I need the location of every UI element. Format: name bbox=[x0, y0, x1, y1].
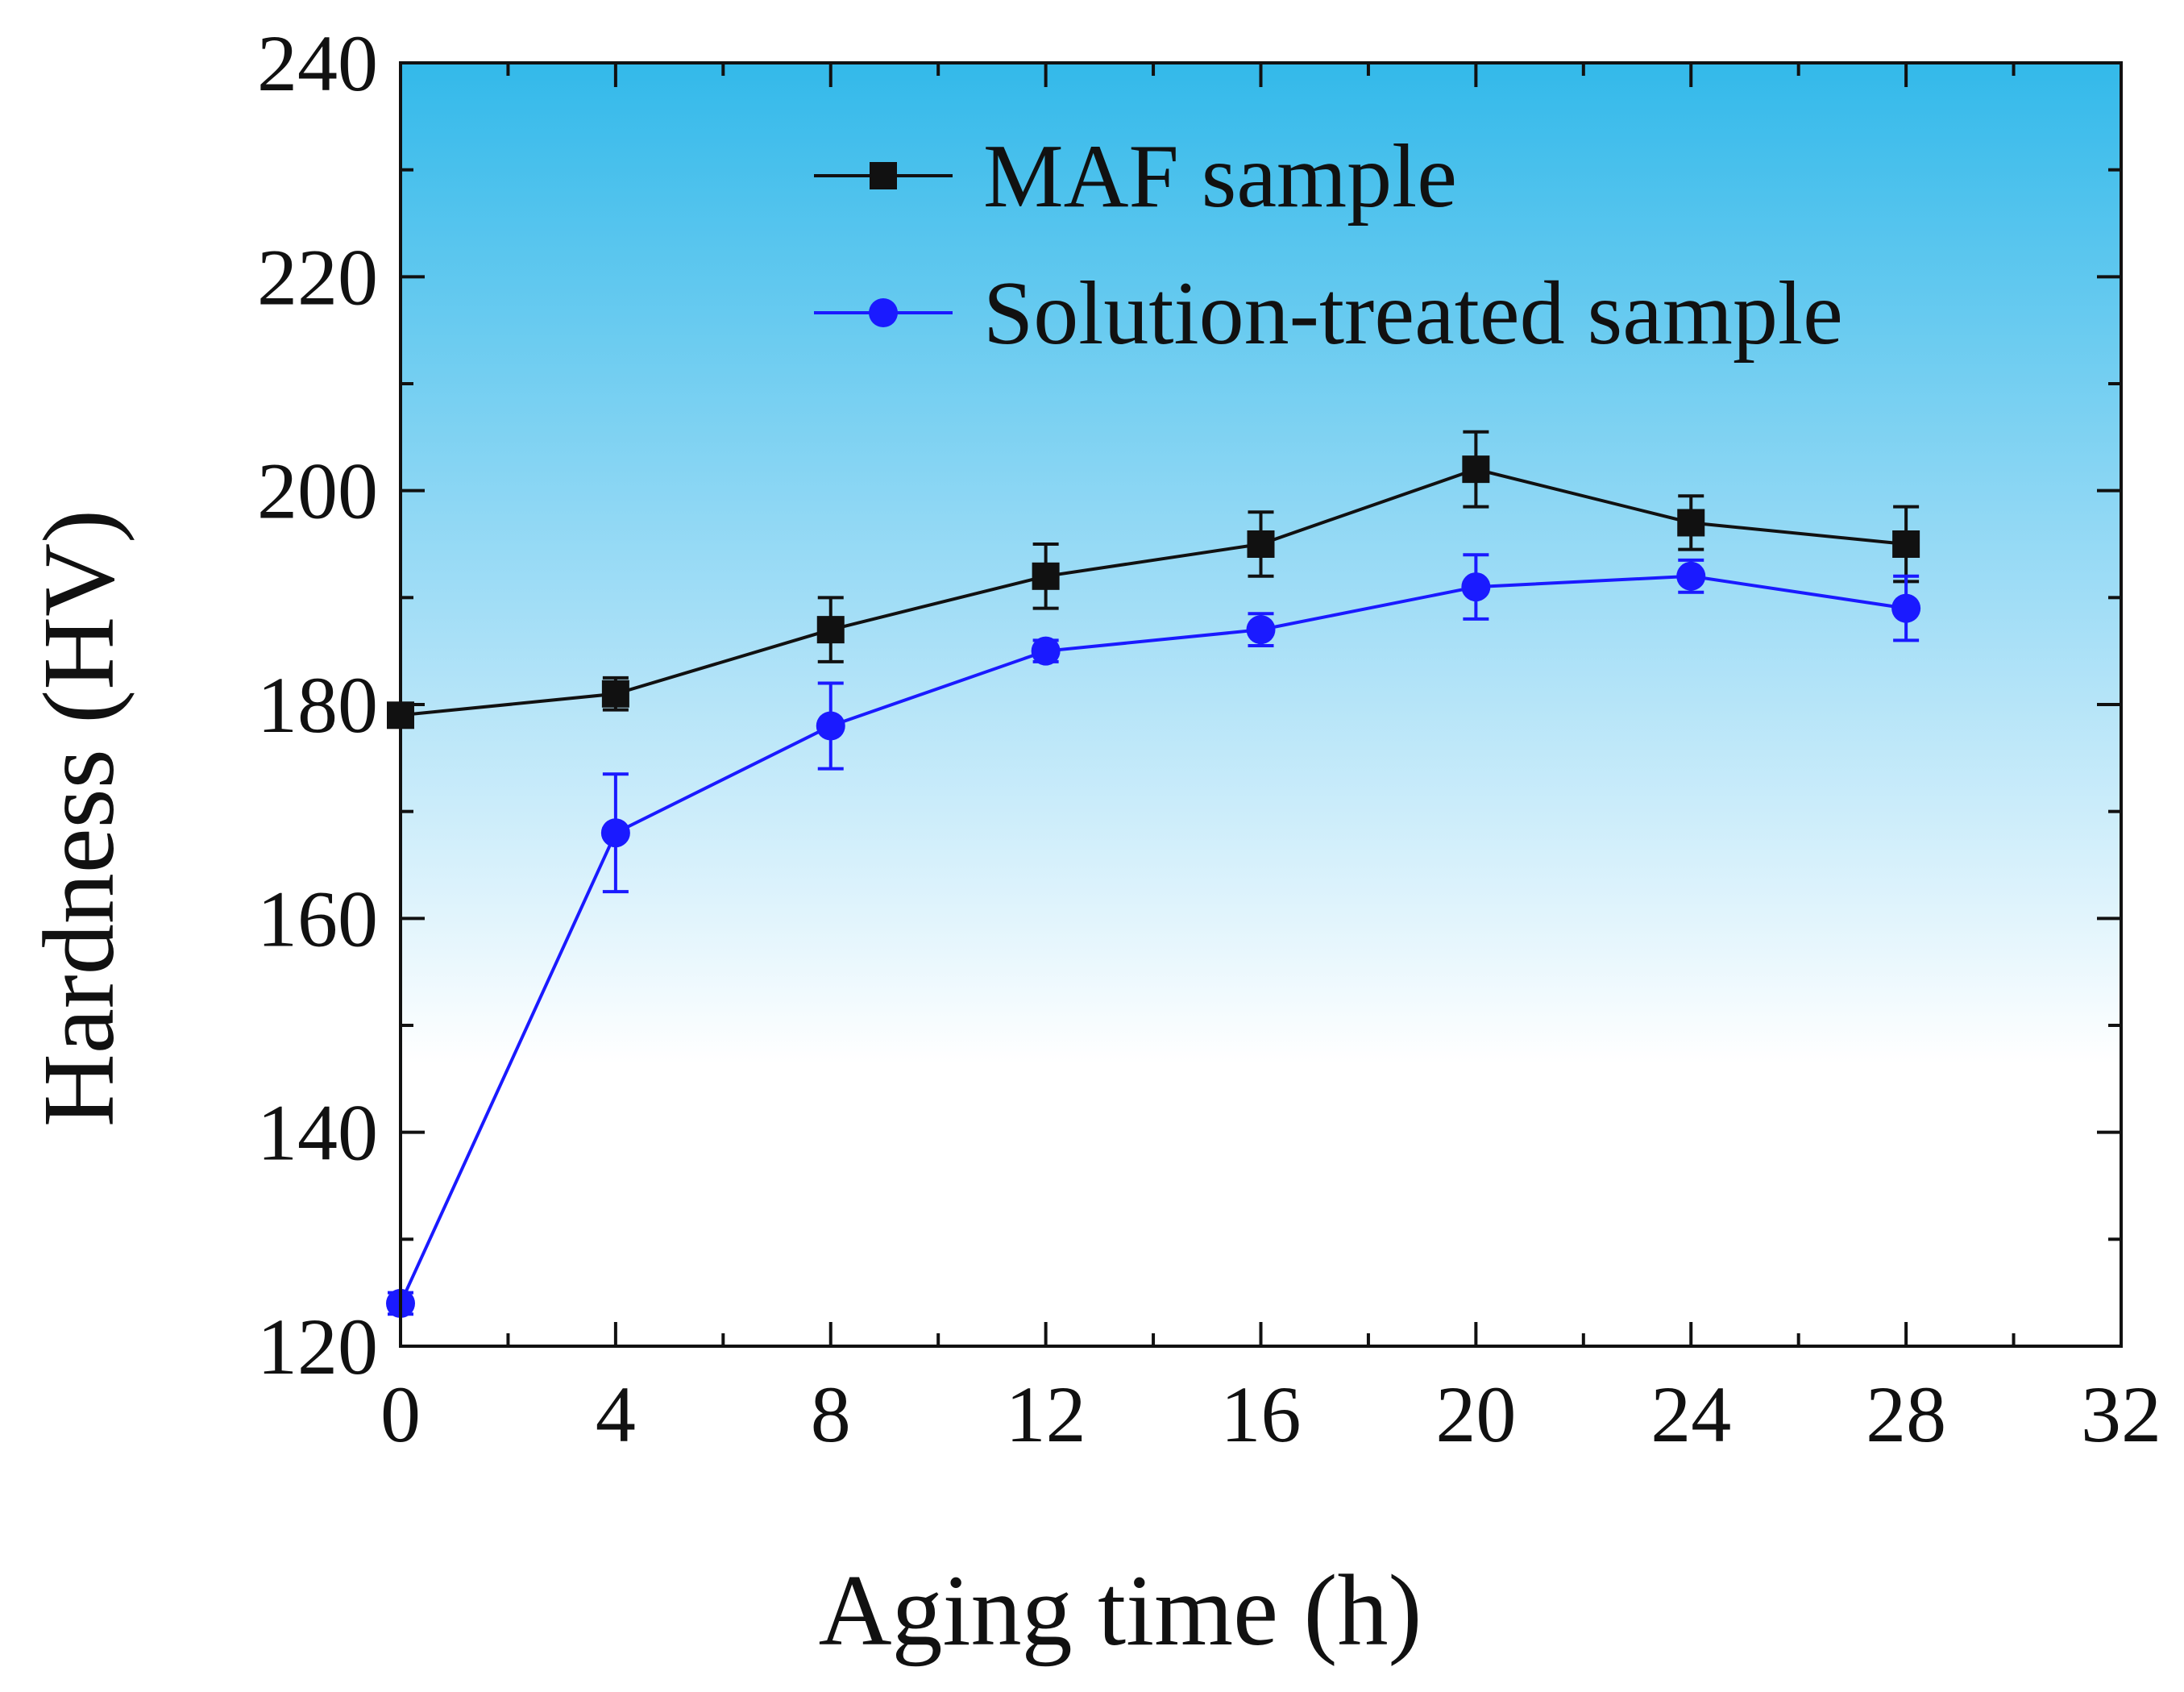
y-tick-label: 200 bbox=[257, 447, 378, 536]
data-point bbox=[1461, 572, 1491, 602]
x-tick-label: 24 bbox=[1650, 1370, 1731, 1459]
x-tick-label: 8 bbox=[811, 1370, 851, 1459]
legend: MAF sample Solution-treated sample bbox=[814, 127, 1843, 364]
x-tick-label: 28 bbox=[1866, 1370, 1946, 1459]
legend-label: MAF sample bbox=[983, 127, 1457, 227]
series-layer bbox=[386, 430, 1921, 1318]
data-point bbox=[1462, 455, 1490, 484]
series-2 bbox=[386, 553, 1921, 1318]
legend-label: Solution-treated sample bbox=[983, 264, 1843, 364]
plot-frame bbox=[399, 61, 2123, 1348]
x-tick-label: 20 bbox=[1435, 1370, 1516, 1459]
y-tick-label: 120 bbox=[257, 1302, 378, 1391]
x-tick-label: 16 bbox=[1221, 1370, 1302, 1459]
data-point bbox=[1892, 530, 1920, 558]
data-point bbox=[1246, 615, 1276, 645]
y-axis-label: Hardness (HV) bbox=[23, 509, 135, 1127]
y-tick-label: 180 bbox=[257, 660, 378, 750]
legend-marker bbox=[870, 162, 897, 189]
series-1 bbox=[387, 430, 1920, 730]
data-point bbox=[816, 616, 845, 644]
x-tick-label: 0 bbox=[380, 1370, 421, 1459]
data-point bbox=[1247, 530, 1275, 558]
data-point bbox=[816, 711, 845, 741]
legend-marker bbox=[869, 298, 898, 327]
x-axis-label: Aging time (h) bbox=[819, 1555, 1422, 1667]
y-tick-label: 220 bbox=[257, 232, 378, 322]
tick-labels: 0 4 8 12 16 20 24 28 32 120 140 160 180 200 220 240 bbox=[257, 19, 2161, 1459]
y-tick-label: 240 bbox=[257, 19, 378, 108]
axis-ticks bbox=[399, 61, 2123, 1348]
x-tick-label: 4 bbox=[596, 1370, 636, 1459]
data-point bbox=[1891, 593, 1921, 623]
y-tick-label: 160 bbox=[257, 874, 378, 963]
data-point bbox=[1032, 562, 1060, 590]
data-point bbox=[1031, 636, 1061, 666]
x-tick-label: 32 bbox=[2081, 1370, 2161, 1459]
plot-background bbox=[401, 63, 2121, 1346]
data-point bbox=[1676, 561, 1706, 591]
x-tick-label: 12 bbox=[1006, 1370, 1086, 1459]
data-point bbox=[1677, 509, 1705, 537]
series-line bbox=[399, 574, 1907, 1304]
data-point bbox=[601, 680, 629, 708]
data-point bbox=[600, 818, 630, 848]
y-tick-label: 140 bbox=[257, 1088, 378, 1178]
series-line bbox=[400, 468, 1907, 717]
